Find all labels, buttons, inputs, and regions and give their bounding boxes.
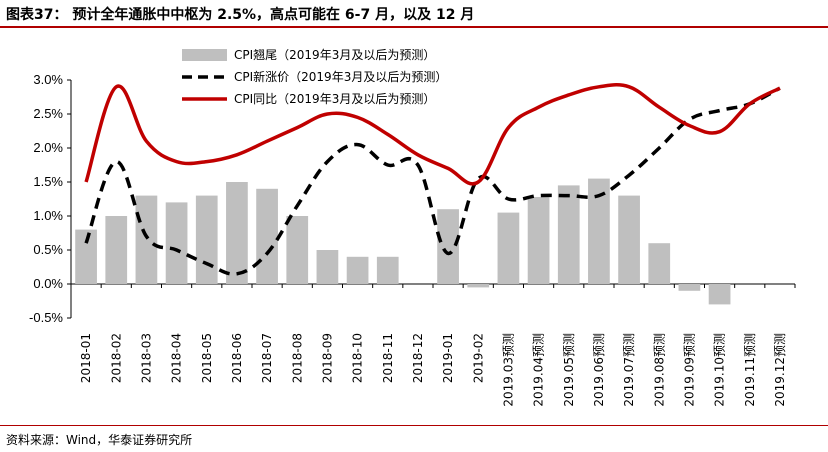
bar-series: [75, 178, 731, 305]
y-tick-label: 3.0%: [33, 72, 63, 87]
bar: [135, 195, 158, 284]
x-tick-label: 2018-09: [320, 333, 334, 383]
source-note: 资料来源：Wind，华泰证券研究所: [6, 433, 193, 447]
bar: [678, 284, 701, 291]
y-tick-label: 1.5%: [33, 174, 63, 189]
x-tick-label: 2019.05预测: [562, 333, 576, 407]
y-tick-label: 2.5%: [33, 106, 63, 121]
top-rule: [0, 26, 828, 28]
x-tick-label: 2018-05: [200, 333, 214, 383]
legend-swatch-bar: [182, 49, 227, 61]
x-tick-label: 2018-10: [351, 333, 365, 383]
bar: [226, 182, 248, 284]
x-tick-label: 2018-08: [290, 333, 304, 383]
legend-label: CPI新涨价（2019年3月及以后为预测）: [234, 69, 447, 84]
x-tick-label: 2019.09预测: [682, 333, 696, 407]
line-series: [84, 83, 781, 276]
x-tick-label: 2018-01: [79, 333, 93, 383]
x-tick-label: 2019-01: [441, 333, 455, 383]
bar: [75, 229, 97, 284]
x-tick-label: 2019.11预测: [743, 333, 757, 407]
bar: [437, 209, 459, 284]
new-price-line: [84, 86, 781, 276]
x-tick-label: 2019.08预测: [652, 333, 666, 407]
bar: [195, 195, 218, 284]
bar: [316, 250, 339, 284]
x-tick-label: 2018-11: [381, 333, 395, 383]
chart-title: 图表37： 预计全年通胀中中枢为 2.5%，高点可能在 6-7 月，以及 12 …: [6, 7, 475, 23]
bar: [527, 196, 550, 284]
bar: [376, 256, 399, 284]
x-tick-label: 2019.07预测: [622, 333, 636, 407]
legend-label: CPI同比（2019年3月及以后为预测）: [234, 92, 435, 106]
chart: 3.0% 2.5% 2.0% 1.5% 1.0% 0.5% 0.0% -0.5% 2018-01…: [29, 48, 796, 407]
y-tick-label: 1.0%: [33, 208, 63, 223]
x-tick-label: 2018-12: [411, 333, 425, 383]
x-tick-label: 2019.03预测: [501, 333, 515, 407]
bar: [557, 185, 580, 284]
x-tick-label: 2019-02: [471, 333, 485, 383]
x-tick-label: 2019.06预测: [592, 333, 606, 407]
bar: [497, 212, 520, 284]
y-tick-label: 2.0%: [33, 140, 63, 155]
x-tick-label: 2018-02: [109, 333, 123, 383]
bar: [165, 202, 188, 284]
x-tick-label: 2018-07: [260, 333, 274, 383]
y-tick-label: 0.5%: [33, 242, 63, 257]
x-tick-label: 2018-04: [170, 333, 184, 383]
y-tick-label: 0.0%: [33, 276, 63, 291]
legend: CPI翘尾（2019年3月及以后为预测） CPI新涨价（2019年3月及以后为预测…: [182, 48, 447, 106]
bar: [256, 188, 278, 284]
legend-label: CPI翘尾（2019年3月及以后为预测）: [234, 48, 435, 62]
bar: [588, 178, 610, 284]
bar: [105, 216, 128, 284]
bar: [346, 256, 369, 284]
cpi-yoy-line: [84, 83, 781, 186]
bar: [286, 216, 309, 284]
bar: [648, 243, 671, 284]
axes: 3.0% 2.5% 2.0% 1.5% 1.0% 0.5% 0.0% -0.5% 2018-01…: [29, 72, 796, 407]
x-tick-label: 2018-03: [139, 333, 153, 383]
bar: [618, 195, 640, 284]
bottom-rule: [0, 425, 828, 426]
bar: [708, 284, 731, 305]
x-tick-label: 2018-06: [230, 333, 244, 383]
y-tick-label: -0.5%: [29, 310, 63, 325]
bar: [467, 284, 490, 288]
x-tick-label: 2019.10预测: [713, 333, 727, 407]
x-tick-label: 2019.04预测: [532, 333, 546, 407]
x-tick-label: 2019.12预测: [773, 333, 787, 407]
